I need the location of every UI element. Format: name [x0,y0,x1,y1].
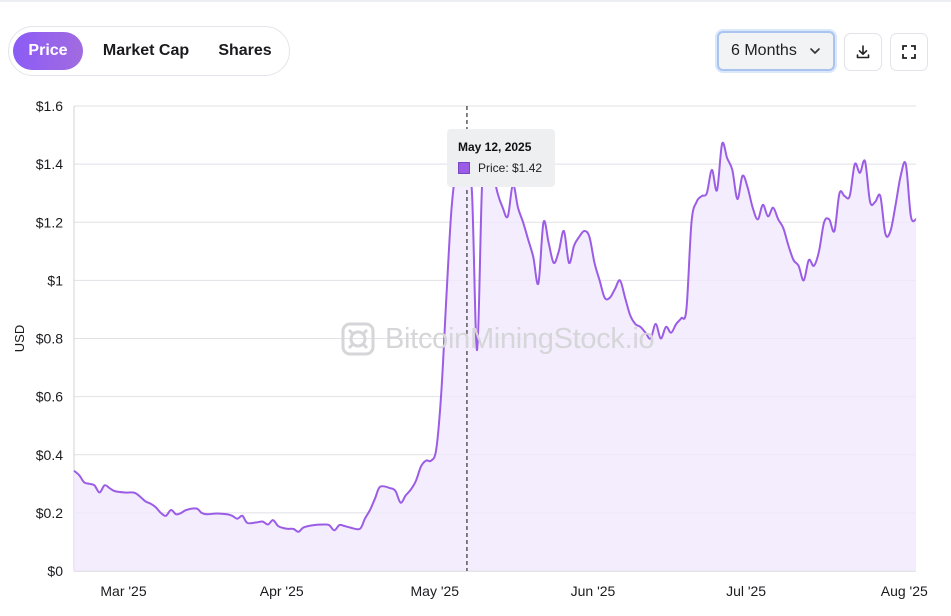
fullscreen-button[interactable] [890,33,928,71]
y-axis-title: USD [12,325,27,352]
tooltip-value: Price: $1.42 [478,161,543,175]
time-range-value: 6 Months [731,42,797,59]
tooltip-date: May 12, 2025 [458,140,532,154]
y-tick-label: $0.2 [36,505,63,521]
y-tick-label: $1.6 [36,98,63,114]
y-tick-label: $0 [47,563,63,579]
y-tick-label: $1.2 [36,214,63,230]
logo-icon [341,322,375,356]
price-area-fill [74,142,916,571]
fullscreen-icon [902,45,916,59]
watermark: BitcoinMiningStock.io [341,320,655,358]
x-tick-label: Jul '25 [726,583,766,599]
price-line [73,141,917,533]
x-tick-label: Jun '25 [571,583,616,599]
y-tick-label: $0.8 [36,331,63,347]
y-tick-label: $0.6 [36,389,63,405]
y-tick-label: $1.4 [36,156,63,172]
x-axis-ticks: Mar '25 Apr '25 May '25 Jun '25 Jul '25 Aug '… [100,583,928,599]
tab-price[interactable]: Price [13,32,83,70]
x-tick-label: May '25 [411,583,460,599]
watermark-text: BitcoinMiningStock.io [385,322,655,355]
x-tick-label: Aug '25 [881,583,928,599]
tooltip: May 12, 2025 Price: $1.42 [447,129,555,187]
x-tick-label: Mar '25 [100,583,146,599]
tab-market-cap[interactable]: Market Cap [102,42,190,59]
y-axis-ticks: $0 $0.2 $0.4 $0.6 $0.8 $1 $1.2 $1.4 $1.6 [36,98,63,579]
chevron-down-icon [810,48,820,54]
x-tick-label: Apr '25 [260,583,304,599]
price-chart[interactable]: $0 $0.2 $0.4 $0.6 $0.8 $1 $1.2 $1.4 $1.6 Mar '25… [0,90,951,616]
tab-shares[interactable]: Shares [218,42,272,59]
tooltip-row: Price: $1.42 [458,161,555,175]
download-button[interactable] [844,33,882,71]
top-border [0,0,951,2]
y-tick-label: $1 [47,272,63,288]
download-icon [856,45,870,59]
metric-tabs: Price Market Cap Shares [8,26,290,76]
time-range-select[interactable]: 6 Months [717,31,835,71]
series-swatch [458,162,470,174]
y-tick-label: $0.4 [36,447,63,463]
